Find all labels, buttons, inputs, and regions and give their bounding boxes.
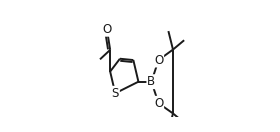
Text: O: O — [154, 54, 163, 67]
Text: B: B — [147, 75, 155, 88]
Text: O: O — [102, 23, 111, 36]
Text: O: O — [154, 97, 163, 110]
Text: S: S — [111, 87, 119, 100]
